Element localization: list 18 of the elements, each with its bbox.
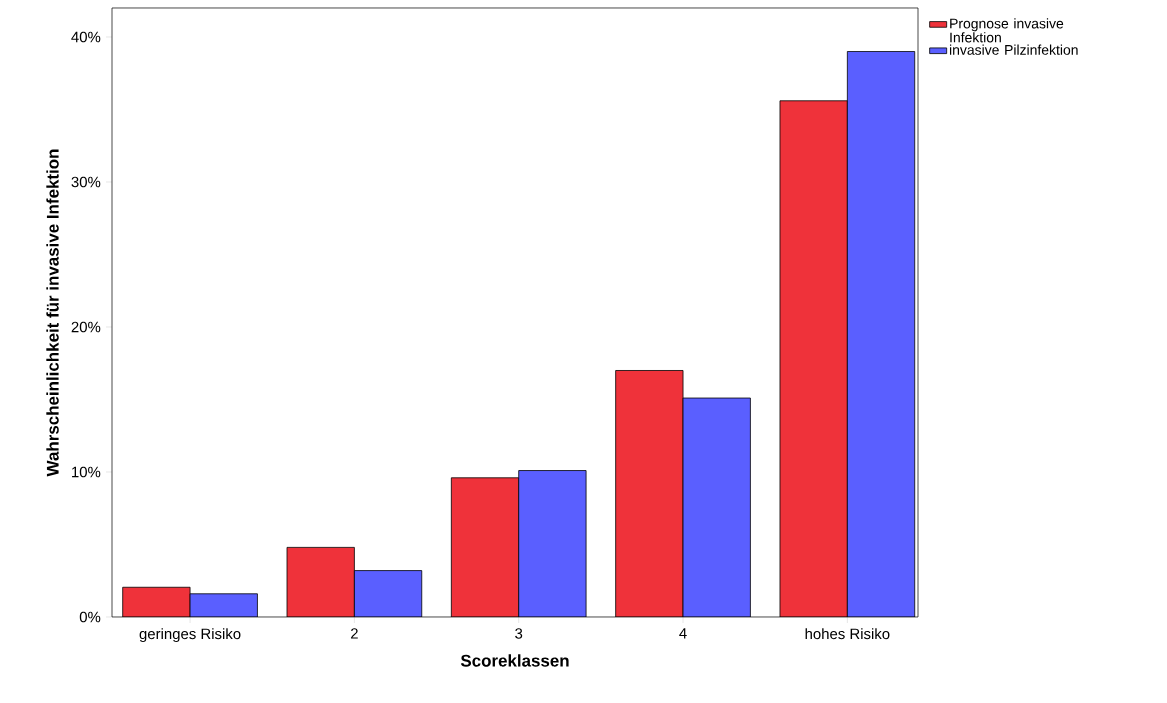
- bar: [189, 593, 258, 617]
- bar: [682, 397, 751, 617]
- bar: [846, 51, 916, 617]
- x-tick-label: hohes Risiko: [805, 628, 890, 640]
- y-tick-label: 20%: [71, 321, 101, 333]
- y-tick-label: 10%: [72, 466, 101, 478]
- y-tick-label: 0%: [79, 611, 101, 623]
- y-tick-label: 30%: [71, 176, 101, 188]
- y-axis-title: Wahrscheinlichkeit für invasive Infektion: [46, 149, 59, 477]
- x-axis-title: Scoreklassen: [460, 654, 569, 667]
- y-tick-label: 40%: [71, 31, 101, 43]
- x-tick-label: 4: [679, 628, 687, 639]
- legend-label: invasive Pilzinfektion: [949, 44, 1078, 55]
- x-tick-label: 2: [350, 628, 358, 639]
- bar: [353, 570, 423, 617]
- x-tick-label: geringes Risiko: [139, 628, 241, 643]
- x-tick-label: 3: [515, 628, 523, 639]
- bar: [518, 470, 587, 617]
